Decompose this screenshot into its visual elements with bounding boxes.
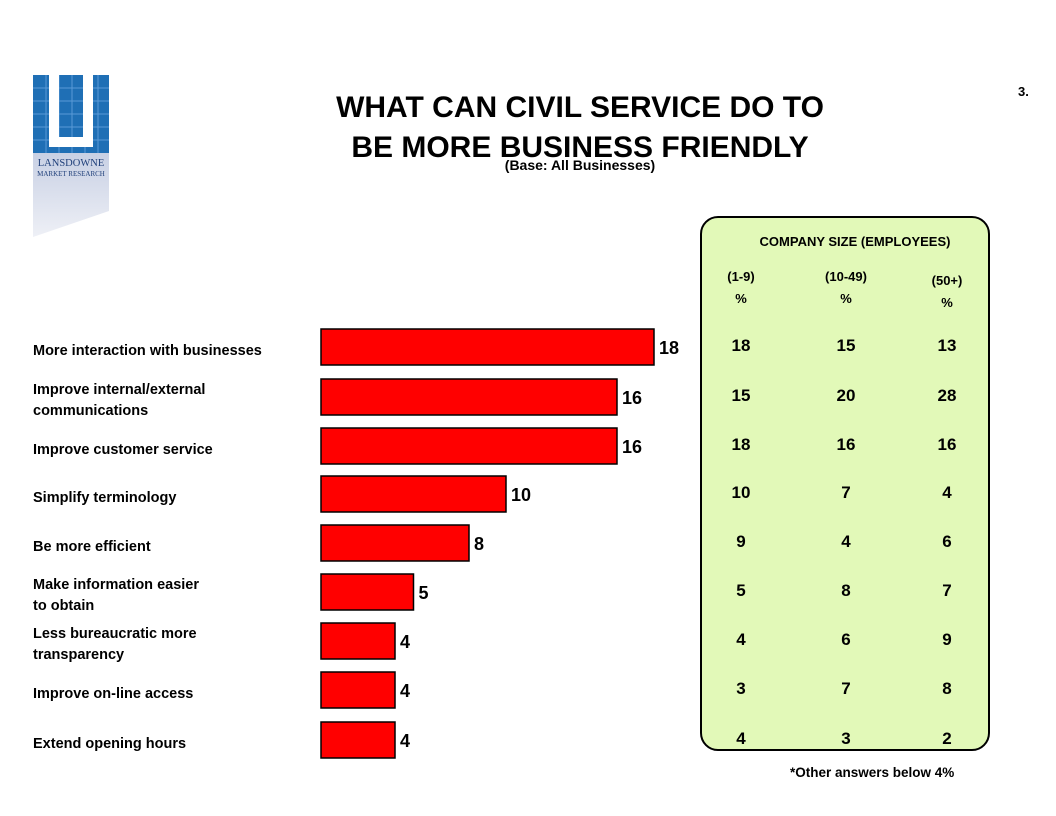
table-cell: 20 <box>836 386 856 405</box>
bar-value-label-3: 16 <box>622 437 642 457</box>
logo-text-line2: MARKET RESEARCH <box>37 170 105 178</box>
category-label-line: transparency <box>33 647 125 663</box>
bar-5 <box>320 524 470 562</box>
table-cell: 6 <box>841 630 851 649</box>
category-label-9: Extend opening hours <box>33 734 313 755</box>
bar-value-label-4: 10 <box>511 485 531 505</box>
table-cell: 18 <box>731 336 751 355</box>
table-cell: 4 <box>736 729 746 748</box>
bar-4 <box>320 475 507 513</box>
table-cell: 2 <box>942 729 952 748</box>
table-cell: 9 <box>942 630 952 649</box>
page-title: WHAT CAN CIVIL SERVICE DO TO BE MORE BUS… <box>230 88 930 168</box>
category-label-line: Be more efficient <box>33 538 151 555</box>
title-line-1: WHAT CAN CIVIL SERVICE DO TO <box>336 91 824 124</box>
bar-value-label-1: 18 <box>659 338 679 358</box>
bar-value-label-5: 8 <box>474 534 484 554</box>
bar-1 <box>320 328 655 366</box>
category-label-2: Improve internal/external communications <box>33 380 313 422</box>
table-cell: 28 <box>937 386 957 405</box>
bar-value-label-8: 4 <box>400 681 410 701</box>
table-cell: 15 <box>731 386 751 405</box>
table-cell: 5 <box>736 581 746 600</box>
column-header-unit: % <box>840 291 852 306</box>
column-header-3: (50+)% <box>912 270 982 314</box>
table-cell: 10 <box>731 483 751 502</box>
column-header-label: (10-49) <box>825 269 867 284</box>
bar-6 <box>320 573 415 611</box>
table-cell: 18 <box>731 435 751 454</box>
table-cell: 16 <box>836 435 856 454</box>
bar-7 <box>320 622 396 660</box>
category-label-1: More interaction with businesses <box>33 341 313 362</box>
column-header-label: (50+) <box>931 273 963 288</box>
category-label-4: Simplify terminology <box>33 488 313 509</box>
bar-8 <box>320 671 396 709</box>
category-label-line: Make information easier <box>33 577 199 593</box>
company-size-panel <box>700 216 990 751</box>
page-subtitle: (Base: All Businesses) <box>504 157 656 173</box>
table-cell: 15 <box>836 336 856 355</box>
table-cell: 3 <box>736 679 746 698</box>
column-header-unit: % <box>735 291 747 306</box>
table-cell: 8 <box>841 581 851 600</box>
category-label-line: Improve on-line access <box>33 685 194 702</box>
table-cell: 8 <box>942 679 952 698</box>
table-cell: 4 <box>841 532 851 551</box>
table-cell: 9 <box>736 532 746 551</box>
slide-number: 3. <box>1018 84 1029 99</box>
category-label-line: Improve customer service <box>33 441 213 458</box>
table-cell: 7 <box>841 483 851 502</box>
category-label-3: Improve customer service <box>33 440 313 461</box>
table-cell: 4 <box>942 483 952 502</box>
table-cell: 7 <box>841 679 851 698</box>
category-label-7: Less bureaucratic more transparency <box>33 624 313 666</box>
bar-9 <box>320 721 396 759</box>
category-label-6: Make information easier to obtain <box>33 575 313 617</box>
footnote: *Other answers below 4% <box>790 765 955 780</box>
category-label-line: Simplify terminology <box>33 489 177 506</box>
category-label-5: Be more efficient <box>33 537 313 558</box>
title-line-2: BE MORE BUSINESS FRIENDLY <box>351 131 809 164</box>
bar-value-label-7: 4 <box>400 632 410 652</box>
column-header-1: (1-9)% <box>706 266 776 310</box>
bar-value-label-9: 4 <box>400 731 410 751</box>
category-label-line: Less bureaucratic more <box>33 626 197 642</box>
bar-2 <box>320 378 618 416</box>
table-cell: 3 <box>841 729 851 748</box>
table-cell: 16 <box>937 435 957 454</box>
category-label-line: communications <box>33 403 149 419</box>
column-header-2: (10-49)% <box>811 266 881 310</box>
company-size-title: COMPANY SIZE (EMPLOYEES) <box>759 234 951 249</box>
category-label-line: Extend opening hours <box>33 735 187 752</box>
table-cell: 6 <box>942 532 952 551</box>
column-header-unit: % <box>941 295 953 310</box>
category-label-line: to obtain <box>33 598 95 614</box>
lansdowne-logo: LANSDOWNE MARKET RESEARCH <box>33 75 109 237</box>
bar-3 <box>320 427 618 465</box>
logo-text-line1: LANSDOWNE <box>38 158 105 169</box>
table-cell: 13 <box>937 336 957 355</box>
table-cell: 4 <box>736 630 746 649</box>
bar-value-label-6: 5 <box>419 583 429 603</box>
column-header-label: (1-9) <box>727 269 755 284</box>
category-label-line: More interaction with businesses <box>33 342 262 359</box>
category-label-8: Improve on-line access <box>33 684 313 705</box>
bar-value-label-2: 16 <box>622 388 642 408</box>
table-cell: 7 <box>942 581 952 600</box>
category-label-line: Improve internal/external <box>33 382 206 398</box>
